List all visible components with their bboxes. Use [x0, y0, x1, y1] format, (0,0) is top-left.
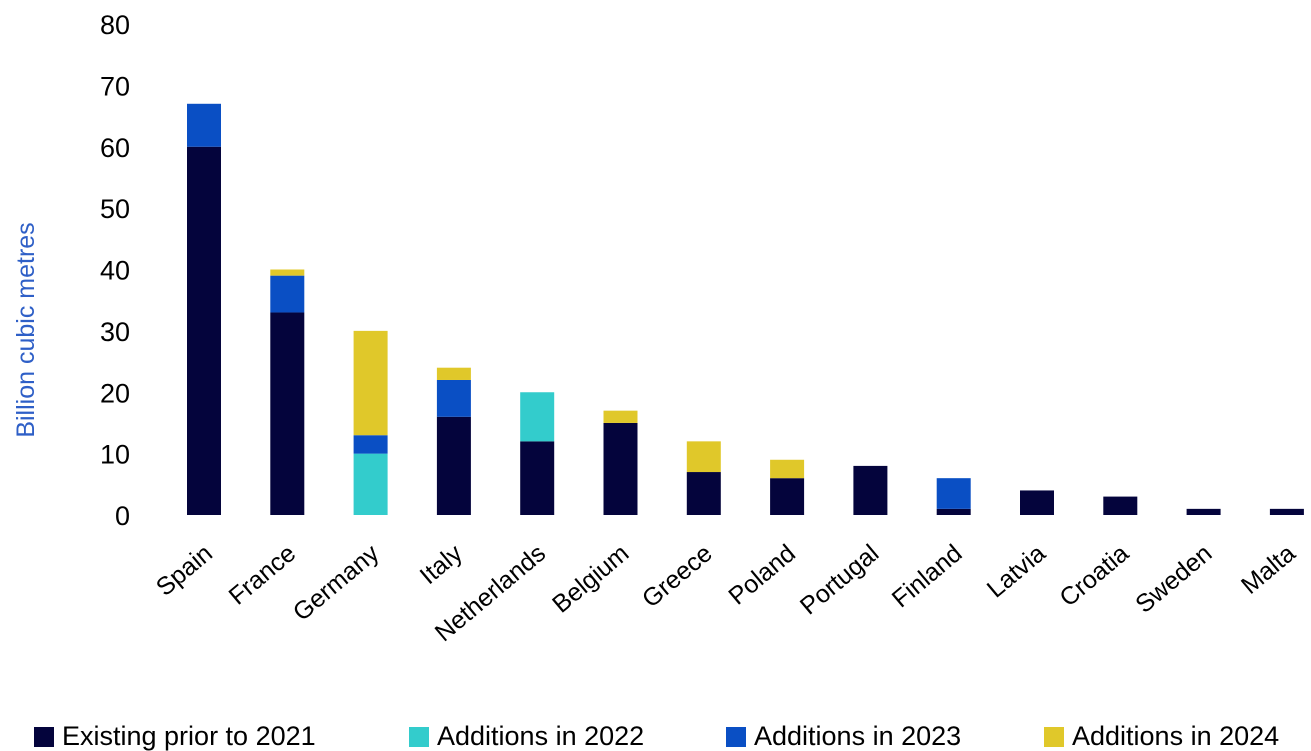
bar-segment [436, 367, 471, 380]
legend: Existing prior to 2021 Additions in 2022 A… [34, 721, 1279, 751]
bars [187, 103, 1304, 515]
bar-segment [686, 472, 721, 515]
x-tick-label: Latvia [982, 539, 1051, 603]
x-tick-label: Poland [723, 539, 801, 610]
bar-segment [270, 312, 305, 515]
bar-segment [770, 478, 805, 515]
bar-segment [270, 269, 305, 276]
legend-swatch [34, 727, 54, 747]
bar-segment [936, 478, 971, 509]
x-tick-label: Sweden [1130, 539, 1217, 619]
bar-segment [1269, 508, 1304, 515]
legend-swatch [409, 727, 429, 747]
bar-segment [520, 392, 555, 442]
bar-segment [686, 441, 721, 473]
x-tick-label: Germany [288, 539, 385, 627]
x-tick-label: Finland [887, 539, 968, 613]
bar-segment [187, 103, 221, 147]
legend-label: Additions in 2024 [1072, 721, 1279, 751]
bar-segment [1103, 496, 1138, 515]
bar-segment [353, 330, 388, 436]
y-tick-label: 10 [100, 440, 130, 470]
bar-segment [853, 465, 888, 515]
y-tick-label: 40 [100, 256, 130, 286]
bar-segment [936, 508, 971, 515]
y-tick-label: 50 [100, 194, 130, 224]
y-axis-ticks: 0 10 20 30 40 50 60 70 80 [100, 10, 130, 531]
y-tick-label: 70 [100, 71, 130, 101]
bar-segment [436, 416, 471, 515]
bar-segment [603, 410, 638, 423]
legend-swatch [1044, 727, 1064, 747]
legend-label: Additions in 2022 [437, 721, 644, 751]
y-tick-label: 30 [100, 317, 130, 347]
x-tick-label: Belgium [547, 539, 634, 619]
bar-segment [603, 422, 638, 515]
x-tick-label: Italy [415, 539, 469, 590]
x-tick-label: Croatia [1054, 539, 1134, 612]
legend-label: Existing prior to 2021 [62, 721, 316, 751]
bar-segment [1186, 508, 1221, 515]
y-axis-title: Billion cubic metres [12, 222, 40, 437]
bar-segment [270, 275, 305, 313]
bar-segment [187, 146, 221, 515]
bar-segment [520, 441, 555, 515]
x-tick-label: Malta [1236, 539, 1301, 600]
x-tick-label: Spain [151, 539, 218, 602]
legend-swatch [726, 727, 746, 747]
bar-segment [353, 435, 388, 454]
legend-label: Additions in 2023 [754, 721, 961, 751]
y-tick-label: 80 [100, 10, 130, 40]
bar-segment [1020, 490, 1054, 515]
bar-segment [353, 453, 388, 515]
bar-segment [436, 379, 471, 417]
x-tick-label: Portugal [795, 539, 884, 620]
x-tick-label: France [224, 539, 302, 610]
y-tick-label: 0 [115, 501, 130, 531]
x-tick-label: Greece [637, 539, 718, 613]
y-tick-label: 20 [100, 378, 130, 408]
y-tick-label: 60 [100, 133, 130, 163]
bar-segment [770, 459, 805, 479]
